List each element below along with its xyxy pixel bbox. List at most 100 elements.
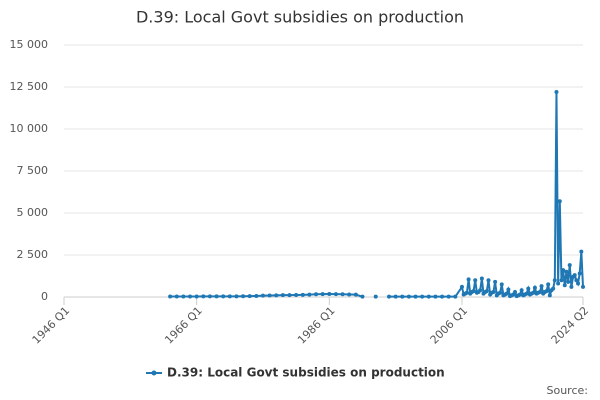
y-tick-label: 10 000 <box>10 122 49 135</box>
point <box>260 293 265 298</box>
point <box>333 292 338 297</box>
point <box>479 276 484 281</box>
point <box>576 281 581 286</box>
series-line <box>170 92 584 298</box>
x-tick-label: 1946 Q1 <box>30 304 73 347</box>
point <box>287 293 292 298</box>
point <box>564 269 569 274</box>
point <box>567 263 572 268</box>
x-tick-label: 2006 Q1 <box>428 304 471 347</box>
point <box>544 289 549 294</box>
point <box>561 268 566 273</box>
point <box>168 294 173 299</box>
point <box>280 293 285 298</box>
x-tick-label: 1966 Q1 <box>162 304 205 347</box>
point <box>227 294 232 299</box>
point <box>532 285 537 290</box>
point <box>247 294 252 299</box>
point <box>506 287 511 292</box>
point <box>498 290 503 295</box>
y-tick-label: 7 500 <box>17 164 49 177</box>
point <box>539 284 544 289</box>
point <box>471 289 476 294</box>
legend-label: D.39: Local Govt subsidies on production <box>167 366 445 380</box>
point <box>524 291 529 296</box>
point <box>513 289 518 294</box>
point <box>499 282 504 287</box>
chart-title: D.39: Local Govt subsidies on production <box>136 8 464 27</box>
point <box>327 291 332 296</box>
point <box>241 294 246 299</box>
point <box>478 288 483 293</box>
y-tick-label: 2 500 <box>17 248 49 261</box>
point <box>413 294 418 299</box>
point <box>254 293 259 298</box>
point <box>559 278 564 283</box>
point <box>484 289 489 294</box>
point <box>473 278 478 283</box>
point <box>486 278 491 283</box>
point <box>340 292 345 297</box>
point <box>188 294 193 299</box>
point <box>579 249 584 254</box>
point <box>526 286 531 291</box>
y-tick-label: 5 000 <box>17 206 49 219</box>
point <box>551 286 556 291</box>
point <box>181 294 186 299</box>
source: Source: <box>547 384 589 397</box>
point <box>214 294 219 299</box>
point <box>420 294 425 299</box>
point <box>440 294 445 299</box>
point <box>353 292 358 297</box>
point <box>493 279 498 284</box>
point <box>557 199 562 204</box>
point <box>433 294 438 299</box>
point <box>234 294 239 299</box>
point <box>504 291 509 296</box>
point <box>267 293 272 298</box>
point <box>294 292 299 297</box>
point <box>574 278 579 283</box>
x-tick-label: 1986 Q1 <box>295 304 338 347</box>
point <box>466 277 471 282</box>
point <box>464 290 469 295</box>
y-tick-label: 12 500 <box>10 80 49 93</box>
point <box>426 294 431 299</box>
point <box>562 283 567 288</box>
point <box>360 294 365 299</box>
point <box>207 294 212 299</box>
point <box>566 279 571 284</box>
point <box>174 294 179 299</box>
point <box>221 294 226 299</box>
point <box>393 294 398 299</box>
point <box>531 290 536 295</box>
point <box>201 294 206 299</box>
point <box>347 292 352 297</box>
y-tick-label: 0 <box>41 290 48 303</box>
point <box>194 294 199 299</box>
point <box>314 292 319 297</box>
point <box>400 294 405 299</box>
point <box>459 284 464 289</box>
point <box>491 289 496 294</box>
point <box>537 289 542 294</box>
point <box>572 273 577 278</box>
point <box>300 292 305 297</box>
point <box>581 284 585 289</box>
point <box>546 282 551 287</box>
legend-marker <box>151 370 157 376</box>
x-tick-label: 2024 Q2 <box>549 304 592 347</box>
point <box>274 293 279 298</box>
point <box>386 294 391 299</box>
point <box>307 292 312 297</box>
point <box>453 294 458 299</box>
point <box>569 284 574 289</box>
point <box>446 294 451 299</box>
point <box>373 294 378 299</box>
point <box>406 294 411 299</box>
y-tick-label: 15 000 <box>10 38 49 51</box>
point <box>547 293 552 298</box>
point <box>554 90 559 95</box>
point <box>519 288 524 293</box>
